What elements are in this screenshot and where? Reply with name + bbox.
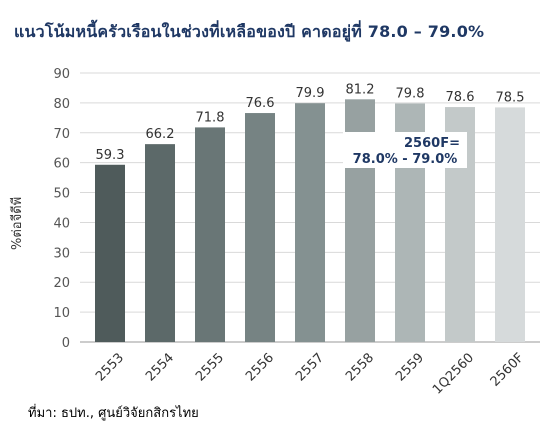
y-tick-label: 10 bbox=[53, 306, 70, 321]
x-tick-label: 2557 bbox=[293, 350, 327, 384]
data-label: 71.8 bbox=[196, 110, 225, 125]
data-label: 66.2 bbox=[146, 127, 175, 142]
x-tick-label: 2556 bbox=[243, 350, 277, 384]
chart-title: แนวโน้มหนี้ครัวเรือนในช่วงที่เหลือของปี … bbox=[14, 22, 485, 41]
data-label: 59.3 bbox=[96, 148, 125, 163]
data-label: 79.9 bbox=[296, 86, 325, 101]
x-tick-label: 2559 bbox=[393, 350, 427, 384]
bar bbox=[245, 113, 275, 342]
annotation-line1: 2560F= bbox=[404, 136, 460, 151]
data-label: 78.6 bbox=[446, 90, 475, 105]
y-tick-label: 60 bbox=[53, 157, 70, 172]
y-tick-label: 90 bbox=[53, 67, 70, 82]
data-label: 76.6 bbox=[246, 96, 275, 111]
annotation-line2: 78.0% - 79.0% bbox=[353, 152, 458, 167]
y-tick-label: 70 bbox=[53, 127, 70, 142]
data-label: 79.8 bbox=[396, 86, 425, 101]
y-tick-label: 50 bbox=[53, 187, 70, 202]
bar bbox=[95, 164, 125, 342]
x-tick-label: 1Q2560 bbox=[430, 350, 477, 397]
data-label: 81.2 bbox=[346, 82, 375, 97]
annotation-box bbox=[343, 132, 467, 168]
x-tick-label: 2554 bbox=[143, 350, 177, 384]
y-tick-label: 30 bbox=[53, 246, 70, 261]
source-note: ที่มา: ธปท., ศูนย์วิจัยกสิกรไทย bbox=[28, 406, 199, 421]
x-tick-label: 2553 bbox=[93, 350, 127, 384]
bar bbox=[145, 144, 175, 342]
y-tick-label: 80 bbox=[53, 97, 70, 112]
data-label: 78.5 bbox=[496, 90, 525, 105]
y-tick-label: 0 bbox=[62, 336, 70, 351]
bar bbox=[295, 103, 325, 342]
x-tick-label: 2558 bbox=[343, 350, 377, 384]
y-tick-label: 20 bbox=[53, 276, 70, 291]
x-tick-label: 2560F bbox=[488, 350, 527, 389]
y-tick-label: 40 bbox=[53, 216, 70, 231]
x-tick-label: 2555 bbox=[193, 350, 227, 384]
bar bbox=[195, 127, 225, 342]
bar bbox=[495, 107, 525, 342]
